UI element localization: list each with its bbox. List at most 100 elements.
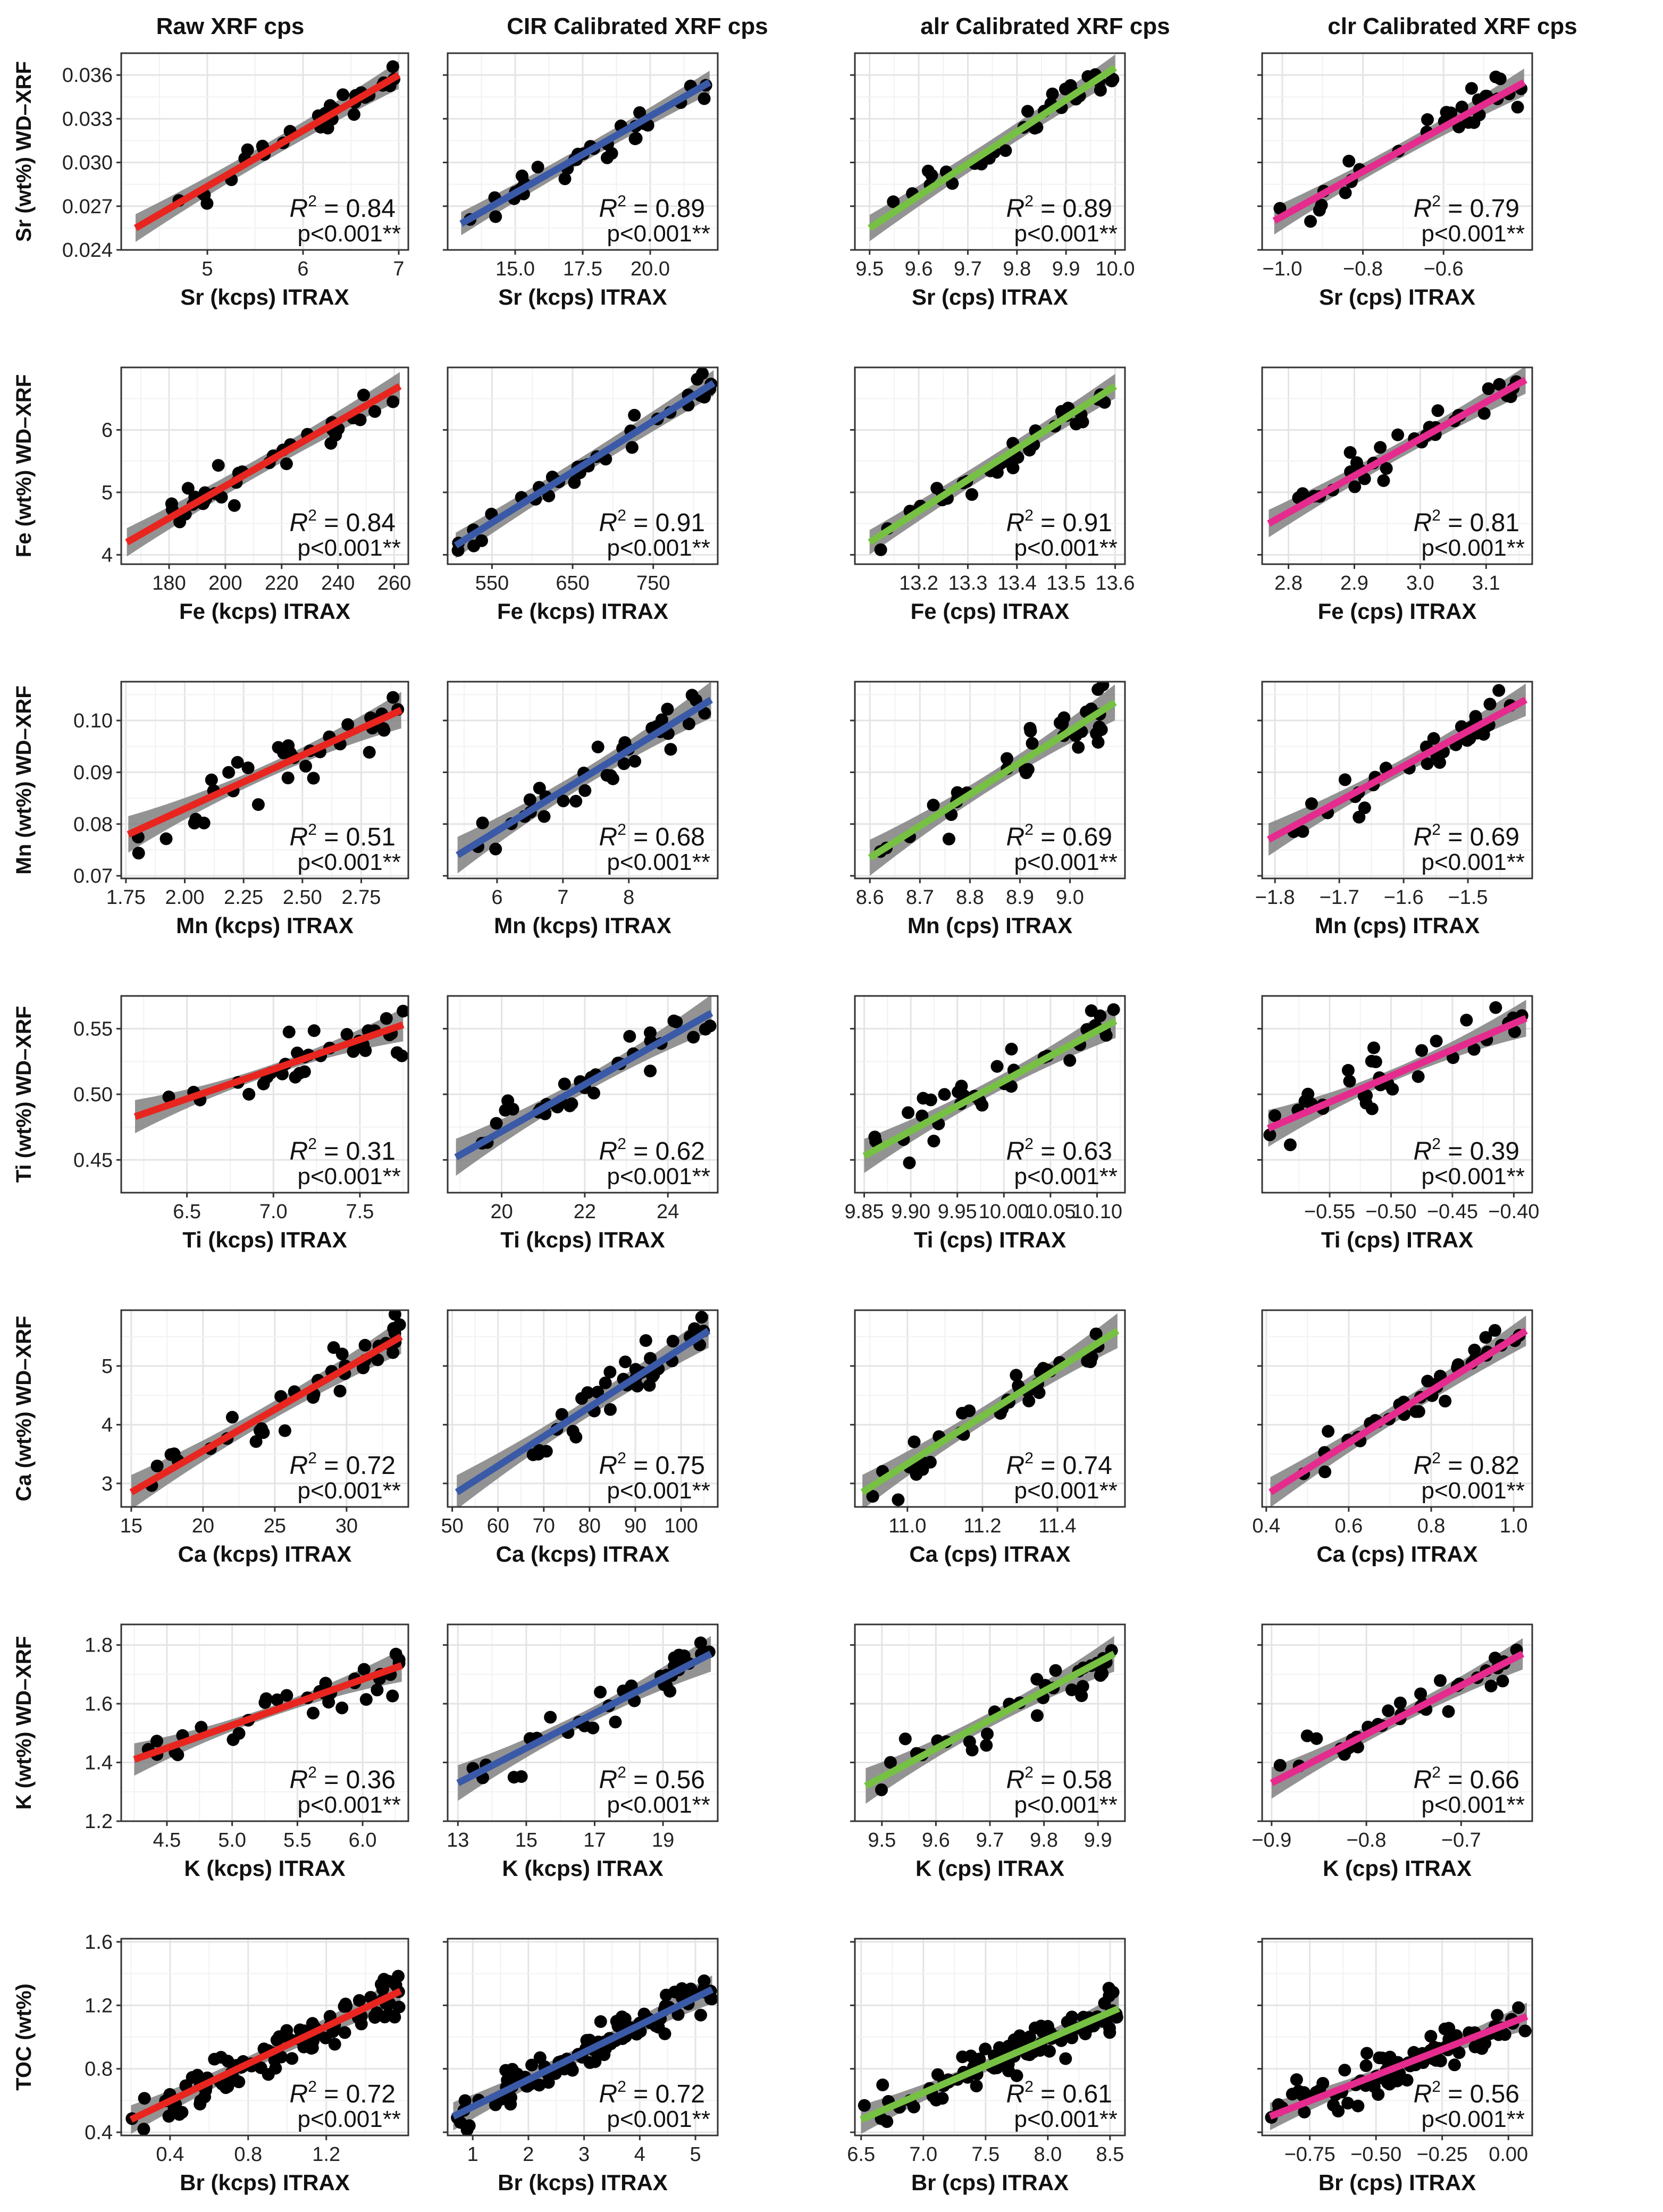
fit-layer (454, 996, 717, 1176)
x-tick-label: 7.0 (909, 2143, 937, 2166)
data-point (1075, 1689, 1088, 1703)
x-tick-label: 8.5 (1096, 2143, 1124, 2166)
data-point (617, 757, 631, 770)
data-point (644, 1352, 657, 1365)
data-point (594, 1686, 607, 1699)
gridlines (121, 1939, 408, 2135)
fit-layer (868, 54, 1120, 241)
p-value-label: p<0.001** (1014, 1478, 1118, 1504)
data-point (892, 1493, 905, 1506)
data-point (903, 1156, 916, 1169)
data-point (338, 2026, 351, 2039)
data-point (1273, 1759, 1287, 1772)
gridlines (448, 53, 718, 250)
data-point (1467, 1043, 1481, 1056)
x-tick-label: 100 (664, 1515, 698, 1537)
fit-layer (1266, 683, 1528, 856)
data-point (1452, 2046, 1466, 2059)
r-squared-label: R2 = 0.62 (599, 1135, 705, 1166)
data-point (618, 2012, 632, 2025)
fit-layer (451, 1974, 718, 2135)
data-point (1415, 1044, 1429, 1057)
regression-line (451, 1986, 714, 2120)
r-squared-value: = 0.91 (1034, 509, 1112, 537)
data-point (1106, 73, 1120, 86)
data-point (188, 816, 201, 830)
x-tick-label: 9.9 (1052, 258, 1080, 280)
x-tick-label: 13.2 (899, 572, 938, 594)
r-squared-exponent: 2 (617, 2078, 626, 2096)
panel-frame (120, 366, 409, 565)
data-point (1360, 2047, 1373, 2060)
scatter-panel: 0.4 0.6 0.8 1.0 Ca (cps) ITRAX R2 = 0.82p<0.0… (1252, 1309, 1533, 1566)
data-point (639, 1334, 652, 1347)
scatter-panel: −0.55 −0.50 −0.45 −0.40 Ti (cps) ITRAX R2 = 0… (1257, 995, 1539, 1252)
data-point (1065, 2010, 1079, 2024)
y-tick-label: 0.09 (73, 761, 113, 784)
data-point (1391, 2074, 1404, 2088)
x-tick-label: 6 (491, 886, 502, 909)
r-squared-value: = 0.39 (1441, 1137, 1519, 1166)
regression-line (127, 707, 403, 838)
x-tick-label: 8 (623, 886, 634, 909)
r-squared-label: R2 = 0.81 (1414, 507, 1519, 537)
data-point (352, 1994, 366, 2007)
x-tick-label: 0.6 (1334, 1515, 1363, 1537)
r-squared-value: = 0.84 (317, 509, 396, 537)
x-tick-label: −0.75 (1284, 2143, 1336, 2166)
data-point (1327, 2099, 1340, 2112)
y-tick-label: 0.027 (62, 196, 113, 218)
fit-layer (459, 71, 712, 236)
r-squared-value: = 0.31 (317, 1137, 396, 1166)
x-tick-label: −0.8 (1343, 258, 1383, 280)
data-point (979, 2042, 992, 2056)
data-point (1107, 1003, 1120, 1016)
r-squared-label: R2 = 0.58 (1006, 1764, 1112, 1794)
r-squared-exponent: 2 (308, 821, 317, 839)
regression-line (868, 383, 1118, 546)
fit-layer (125, 1970, 406, 2135)
data-point (555, 1408, 568, 1421)
data-point (1430, 1034, 1443, 1048)
regression-line (1269, 2013, 1528, 2120)
r-squared-label: R2 = 0.31 (290, 1135, 396, 1166)
x-tick-label: 70 (533, 1515, 555, 1537)
data-point (359, 1044, 372, 1057)
regression-line (862, 1018, 1118, 1159)
data-point (150, 1460, 164, 1472)
data-point (694, 2008, 707, 2022)
data-point (1434, 1674, 1447, 1687)
data-point (173, 515, 187, 529)
data-point (902, 1106, 915, 1119)
x-axis-label: Ca (cps) ITRAX (909, 1541, 1070, 1566)
x-tick-label: 22 (574, 1201, 596, 1223)
p-value-label: p<0.001** (1421, 2106, 1525, 2132)
gridlines (448, 1624, 718, 1821)
fit-layer (1269, 1316, 1528, 1507)
data-point (393, 1318, 406, 1331)
data-point (1304, 215, 1317, 228)
data-point (1369, 1055, 1382, 1068)
data-point (629, 132, 643, 145)
data-point (298, 1065, 311, 1078)
regression-line (133, 72, 401, 231)
data-point (526, 1448, 540, 1461)
p-value-label: p<0.001** (297, 535, 401, 561)
scatter-panel: 50 60 70 80 90 100 Ca (kcps) ITRAX R2 = 0.75p<0… (441, 1309, 719, 1566)
data-point (531, 161, 544, 174)
x-axis-label: Sr (kcps) ITRAX (498, 284, 667, 309)
data-point (698, 707, 711, 720)
r-squared-symbol: R (290, 195, 308, 223)
data-point (1377, 474, 1390, 487)
data-point (1391, 428, 1405, 441)
data-point (533, 2051, 547, 2064)
r-squared-exponent: 2 (308, 1135, 317, 1153)
data-point (942, 832, 955, 845)
p-value-label: p<0.001** (1421, 535, 1525, 561)
scatter-panel: −1.0 −0.8 −0.6 Sr (cps) ITRAX R2 = 0.79p<0.0… (1257, 52, 1533, 309)
data-point (887, 195, 900, 208)
r-squared-label: R2 = 0.89 (1006, 192, 1112, 223)
r-squared-value: = 0.66 (1441, 1766, 1519, 1794)
data-point (661, 702, 674, 716)
x-tick-label: 11.4 (1038, 1515, 1076, 1537)
